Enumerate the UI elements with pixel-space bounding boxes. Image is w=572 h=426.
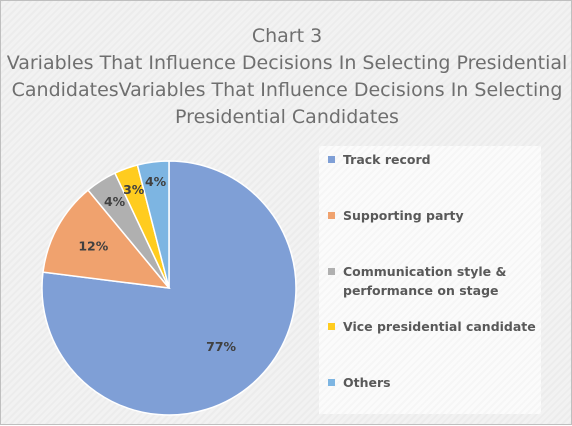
legend-item-track-record: Track record [328, 150, 431, 169]
legend-label-others: Others [343, 375, 391, 390]
pie-slice-supporting-party [42, 189, 171, 289]
legend-label-track-record: Track record [343, 152, 431, 167]
legend-swatch-communication-style [328, 268, 335, 275]
legend-swatch-vice-presidential-candidate [328, 323, 335, 330]
chart-title-line-1: Chart 3 [251, 25, 323, 47]
legend-swatch-others [328, 379, 335, 386]
pie-slice-others [136, 160, 170, 289]
legend: Track record Supporting party Communicat… [319, 146, 541, 414]
legend-label-communication-style: Communication style & performance on sta… [343, 264, 507, 298]
legend-item-supporting-party: Supporting party [328, 206, 464, 225]
legend-item-communication-style: Communication style & performance on sta… [328, 262, 506, 300]
legend-swatch-track-record [328, 156, 335, 163]
chart-title-line-3: CandidatesVariables That Influence Decis… [11, 79, 563, 101]
pie-slice-track-record [41, 160, 297, 416]
slice-label-communication-style: 4% [104, 194, 126, 209]
chart-title-line-4: Presidential Candidates [175, 106, 399, 128]
legend-item-vice-presidential-candidate: Vice presidential candidate [328, 317, 536, 336]
slice-label-track-record: 77% [206, 339, 236, 354]
legend-swatch-supporting-party [328, 212, 335, 219]
chart-title: Chart 3 Variables That Influence Decisio… [1, 23, 572, 131]
legend-label-vice-presidential-candidate: Vice presidential candidate [343, 319, 536, 334]
chart-title-line-2: Variables That Influence Decisions In Se… [6, 52, 568, 74]
slice-label-vice-presidential-candidate: 3% [123, 182, 145, 197]
legend-item-others: Others [328, 373, 391, 392]
legend-label-supporting-party: Supporting party [343, 208, 464, 223]
slice-label-others: 4% [145, 174, 167, 189]
slice-label-supporting-party: 12% [78, 238, 108, 253]
